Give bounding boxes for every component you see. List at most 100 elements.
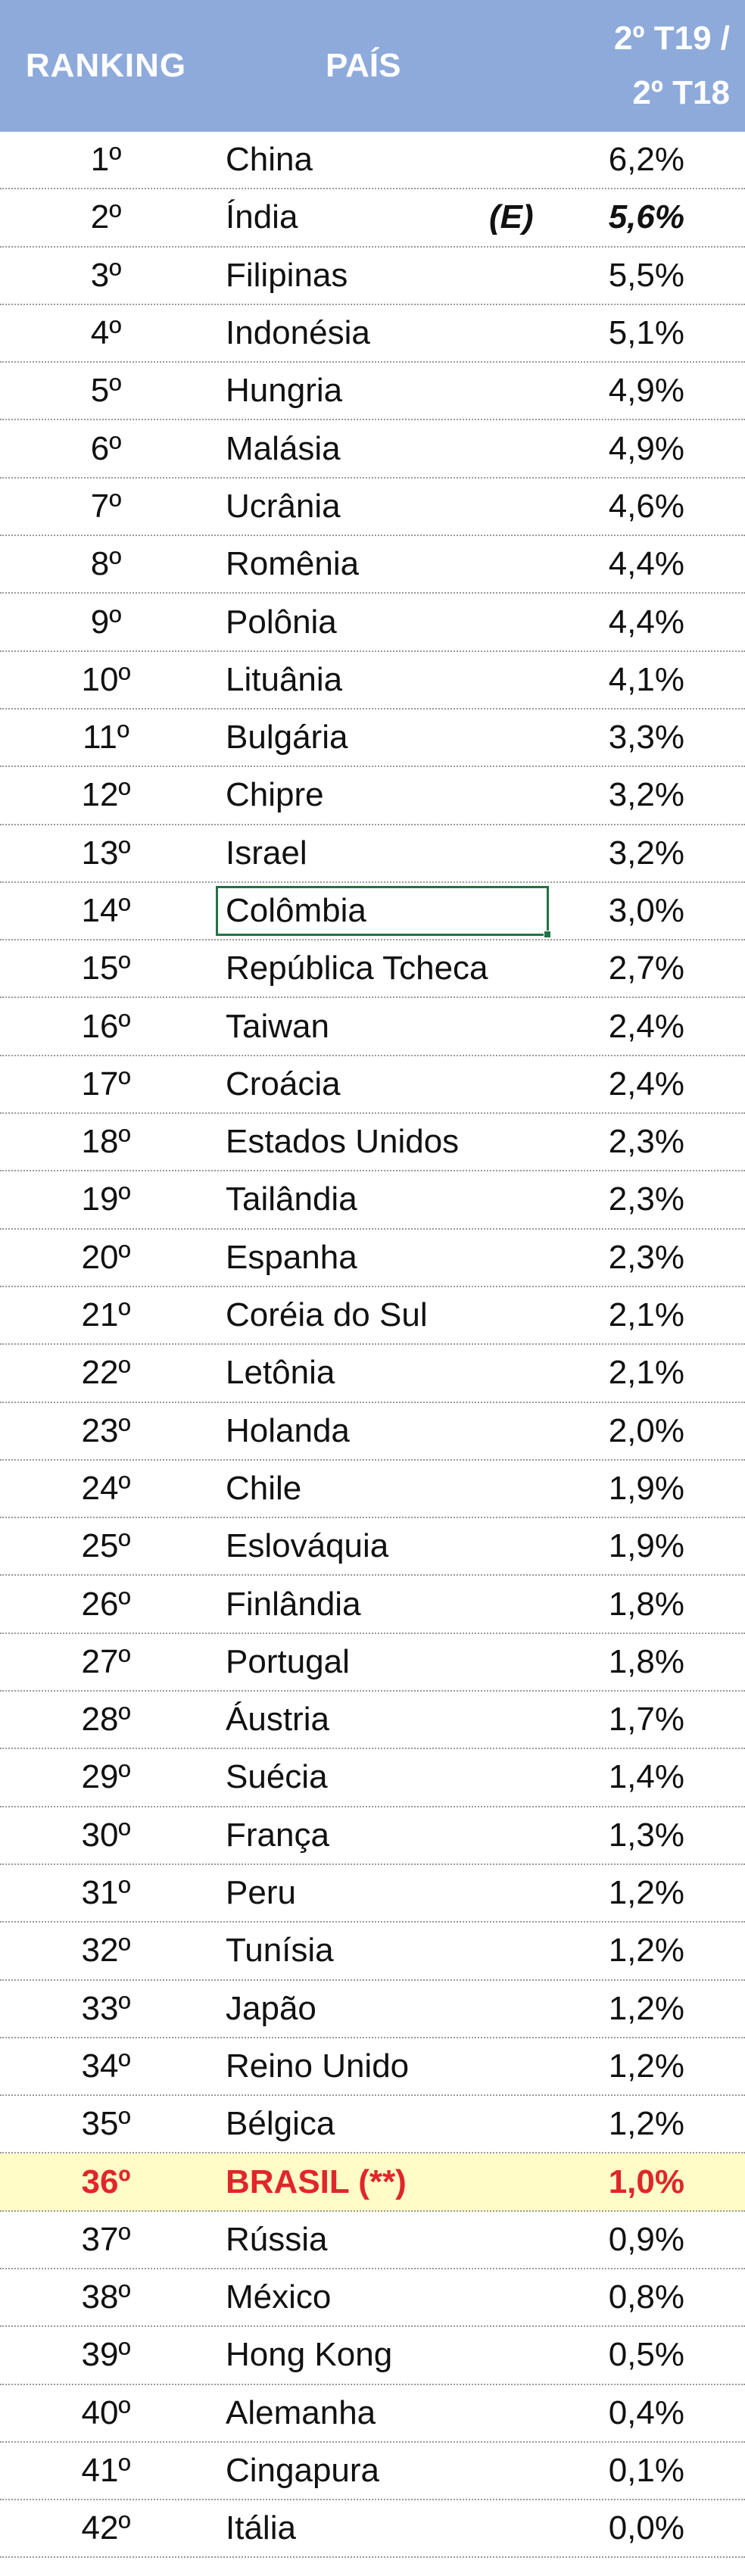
country-column-header[interactable]: PAÍS <box>326 47 401 84</box>
table-row[interactable]: 22º Letônia 2,1% <box>0 1345 745 1403</box>
country-cell[interactable]: Hungria <box>226 372 343 410</box>
ranking-column-header[interactable]: RANKING <box>25 47 187 84</box>
growth-value-cell[interactable]: 3,2% <box>608 776 684 814</box>
growth-value-cell[interactable]: 4,4% <box>608 545 684 583</box>
growth-value-cell[interactable]: 1,3% <box>608 1816 684 1854</box>
country-cell[interactable]: Chipre <box>226 776 324 814</box>
country-cell[interactable]: Japão <box>226 1989 316 2027</box>
table-row[interactable]: 16º Taiwan 2,4% <box>0 998 745 1056</box>
rank-cell[interactable]: 30º <box>81 1816 131 1854</box>
table-row[interactable]: 23º Holanda 2,0% <box>0 1403 745 1461</box>
country-cell[interactable]: China <box>226 141 313 179</box>
table-row[interactable]: 26º Finlândia 1,8% <box>0 1576 745 1634</box>
rank-cell[interactable]: 31º <box>81 1874 131 1912</box>
table-row[interactable]: 4º Indonésia 5,1% <box>0 305 745 363</box>
growth-value-cell[interactable]: 1,9% <box>608 1527 684 1565</box>
country-cell[interactable]: Estados Unidos <box>226 1123 460 1161</box>
country-cell[interactable]: Finlândia <box>226 1585 361 1623</box>
rank-cell[interactable]: 21º <box>81 1296 131 1334</box>
growth-value-cell[interactable]: 2,7% <box>608 950 684 987</box>
country-cell[interactable]: Portugal <box>226 1642 350 1680</box>
rank-cell[interactable]: 35º <box>81 2105 131 2143</box>
country-cell[interactable]: Chile <box>226 1469 302 1507</box>
table-row[interactable]: 13º Israel 3,2% <box>0 825 745 883</box>
country-cell[interactable]: Tunísia <box>226 1932 334 1969</box>
growth-value-cell[interactable]: 2,4% <box>608 1007 684 1045</box>
growth-value-cell[interactable]: 1,8% <box>608 1642 684 1680</box>
rank-cell[interactable]: 8º <box>90 545 122 583</box>
table-row[interactable]: 25º Eslováquia 1,9% <box>0 1518 745 1576</box>
growth-value-cell[interactable]: 1,4% <box>608 1758 684 1796</box>
rank-cell[interactable]: 24º <box>81 1469 131 1507</box>
country-cell[interactable]: Espanha <box>226 1238 357 1276</box>
table-row[interactable]: 37º Rússia 0,9% <box>0 2212 745 2269</box>
growth-value-cell[interactable]: 0,1% <box>608 2452 684 2490</box>
country-cell[interactable]: Índia <box>226 198 298 236</box>
country-cell[interactable]: Colômbia <box>226 892 366 929</box>
rank-cell[interactable]: 5º <box>90 372 122 410</box>
table-row[interactable]: 36º BRASIL (**) 1,0% <box>0 2153 745 2212</box>
country-cell[interactable]: Letônia <box>226 1354 335 1392</box>
country-cell[interactable]: República Tcheca <box>226 950 488 987</box>
country-cell[interactable]: Israel <box>226 834 307 872</box>
table-row[interactable]: 3º Filipinas 5,5% <box>0 248 745 305</box>
rank-cell[interactable]: 18º <box>81 1123 131 1161</box>
country-cell[interactable]: México <box>226 2278 332 2316</box>
country-cell[interactable]: Indonésia <box>226 314 370 352</box>
country-cell[interactable]: Peru <box>226 1874 296 1912</box>
country-cell[interactable]: Croácia <box>226 1065 341 1102</box>
country-cell[interactable]: Ucrânia <box>226 487 341 525</box>
growth-value-cell[interactable]: 6,2% <box>608 141 684 179</box>
table-row[interactable]: 12º Chipre 3,2% <box>0 767 745 825</box>
country-cell[interactable]: Taiwan <box>226 1007 329 1045</box>
rank-cell[interactable]: 12º <box>81 776 131 814</box>
table-row[interactable]: 7º Ucrânia 4,6% <box>0 479 745 537</box>
country-cell[interactable]: Áustria <box>226 1701 329 1739</box>
table-row[interactable]: 29º Suécia 1,4% <box>0 1749 745 1807</box>
country-cell[interactable]: Bélgica <box>226 2105 335 2143</box>
growth-value-cell[interactable]: 2,3% <box>608 1180 684 1218</box>
rank-cell[interactable]: 16º <box>81 1007 131 1045</box>
rank-cell[interactable]: 26º <box>81 1585 131 1623</box>
country-cell[interactable]: Hong Kong <box>226 2336 393 2374</box>
growth-value-cell[interactable]: 3,0% <box>608 892 684 929</box>
rank-cell[interactable]: 2º <box>90 198 122 236</box>
rank-cell[interactable]: 13º <box>81 834 131 872</box>
table-row[interactable]: 34º Reino Unido 1,2% <box>0 2038 745 2097</box>
country-cell[interactable]: Romênia <box>226 545 360 583</box>
country-cell[interactable]: BRASIL (**) <box>226 2163 407 2200</box>
growth-value-cell[interactable]: 4,9% <box>608 429 684 467</box>
rank-cell[interactable]: 3º <box>90 256 122 294</box>
growth-value-cell[interactable]: 0,4% <box>608 2394 684 2431</box>
table-row[interactable]: 18º Estados Unidos 2,3% <box>0 1114 745 1172</box>
growth-value-cell[interactable]: 0,8% <box>608 2278 684 2316</box>
table-row[interactable]: 15º República Tcheca 2,7% <box>0 940 745 999</box>
rank-cell[interactable]: 19º <box>81 1180 131 1218</box>
table-row[interactable]: 40º Alemanha 0,4% <box>0 2385 745 2443</box>
rank-cell[interactable]: 15º <box>81 950 131 987</box>
growth-value-cell[interactable]: 1,2% <box>608 2105 684 2143</box>
country-cell[interactable]: Holanda <box>226 1411 350 1449</box>
rank-cell[interactable]: 22º <box>81 1354 131 1392</box>
rank-cell[interactable]: 10º <box>81 660 131 698</box>
rank-cell[interactable]: 27º <box>81 1642 131 1680</box>
country-cell[interactable]: Polônia <box>226 603 337 641</box>
growth-value-cell[interactable]: 2,1% <box>608 1354 684 1392</box>
country-cell[interactable]: Tailândia <box>226 1180 357 1218</box>
table-row[interactable]: 10º Lituânia 4,1% <box>0 652 745 709</box>
table-row[interactable]: 42º Itália 0,0% <box>0 2500 745 2559</box>
rank-cell[interactable]: 9º <box>90 603 122 641</box>
table-row[interactable]: 27º Portugal 1,8% <box>0 1634 745 1692</box>
growth-value-cell[interactable]: 3,2% <box>608 834 684 872</box>
country-cell[interactable]: Itália <box>226 2509 296 2547</box>
rank-cell[interactable]: 33º <box>81 1989 131 2027</box>
country-cell[interactable]: Alemanha <box>226 2394 376 2431</box>
growth-value-cell[interactable]: 5,6% <box>608 198 684 236</box>
rank-cell[interactable]: 38º <box>81 2278 131 2316</box>
table-row[interactable]: 20º Espanha 2,3% <box>0 1230 745 1287</box>
growth-value-cell[interactable]: 1,0% <box>608 2163 684 2200</box>
table-row[interactable]: 30º França 1,3% <box>0 1807 745 1865</box>
growth-value-cell[interactable]: 5,5% <box>608 256 684 294</box>
table-row[interactable]: 38º México 0,8% <box>0 2269 745 2328</box>
rank-cell[interactable]: 4º <box>90 314 122 352</box>
